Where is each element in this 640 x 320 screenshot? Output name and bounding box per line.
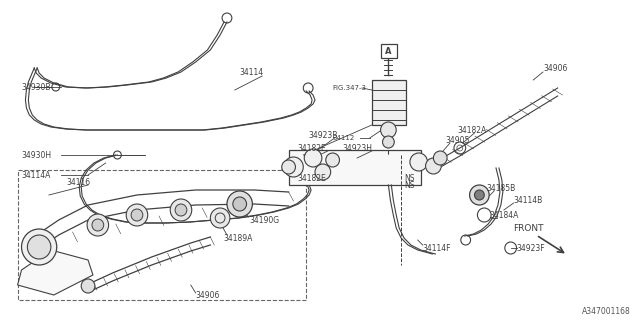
Text: 34182E: 34182E (298, 173, 326, 182)
Circle shape (227, 191, 252, 217)
Circle shape (92, 219, 104, 231)
Text: 34116: 34116 (67, 178, 91, 187)
Circle shape (22, 229, 57, 265)
Circle shape (284, 157, 303, 177)
Text: 34114A: 34114A (22, 171, 51, 180)
Text: 34923F: 34923F (516, 244, 545, 252)
Circle shape (175, 204, 187, 216)
Text: 34930B: 34930B (22, 83, 51, 92)
Circle shape (474, 190, 484, 200)
Text: A347001168: A347001168 (582, 308, 631, 316)
Polygon shape (18, 250, 93, 295)
Circle shape (381, 122, 396, 138)
Text: FIG.347-3: FIG.347-3 (333, 85, 367, 91)
Circle shape (410, 153, 428, 171)
Text: A: A (385, 46, 392, 55)
Circle shape (233, 197, 246, 211)
Circle shape (326, 153, 339, 167)
Circle shape (28, 235, 51, 259)
Circle shape (470, 185, 489, 205)
Text: 34923H: 34923H (342, 143, 372, 153)
Text: 34114F: 34114F (422, 244, 451, 252)
Bar (18, 170, 306, 300)
Text: 34905: 34905 (445, 135, 470, 145)
Text: 34182E: 34182E (298, 143, 326, 153)
Circle shape (126, 204, 148, 226)
Circle shape (426, 158, 441, 174)
Circle shape (282, 160, 296, 174)
Bar (372, 80, 406, 125)
Text: 34184A: 34184A (489, 211, 518, 220)
Text: 34923B: 34923B (308, 131, 337, 140)
Text: 34189A: 34189A (223, 234, 252, 243)
Circle shape (87, 214, 109, 236)
Bar (289, 150, 420, 185)
Text: 34190G: 34190G (250, 215, 280, 225)
Text: 34906: 34906 (196, 292, 220, 300)
Text: 34112: 34112 (333, 135, 355, 141)
Text: 34182A: 34182A (458, 125, 487, 134)
Text: 34185B: 34185B (486, 183, 515, 193)
Text: NS: NS (404, 173, 415, 182)
Text: 34930H: 34930H (22, 150, 52, 159)
Text: 34906: 34906 (543, 63, 567, 73)
Circle shape (81, 279, 95, 293)
Circle shape (211, 208, 230, 228)
Text: 34114: 34114 (240, 68, 264, 76)
Circle shape (383, 136, 394, 148)
Circle shape (131, 209, 143, 221)
Circle shape (433, 151, 447, 165)
Text: 34114B: 34114B (514, 196, 543, 204)
Circle shape (170, 199, 192, 221)
Text: FRONT: FRONT (514, 223, 544, 233)
Circle shape (304, 149, 322, 167)
FancyBboxPatch shape (381, 44, 397, 58)
Circle shape (315, 164, 331, 180)
Text: NS: NS (404, 180, 415, 189)
